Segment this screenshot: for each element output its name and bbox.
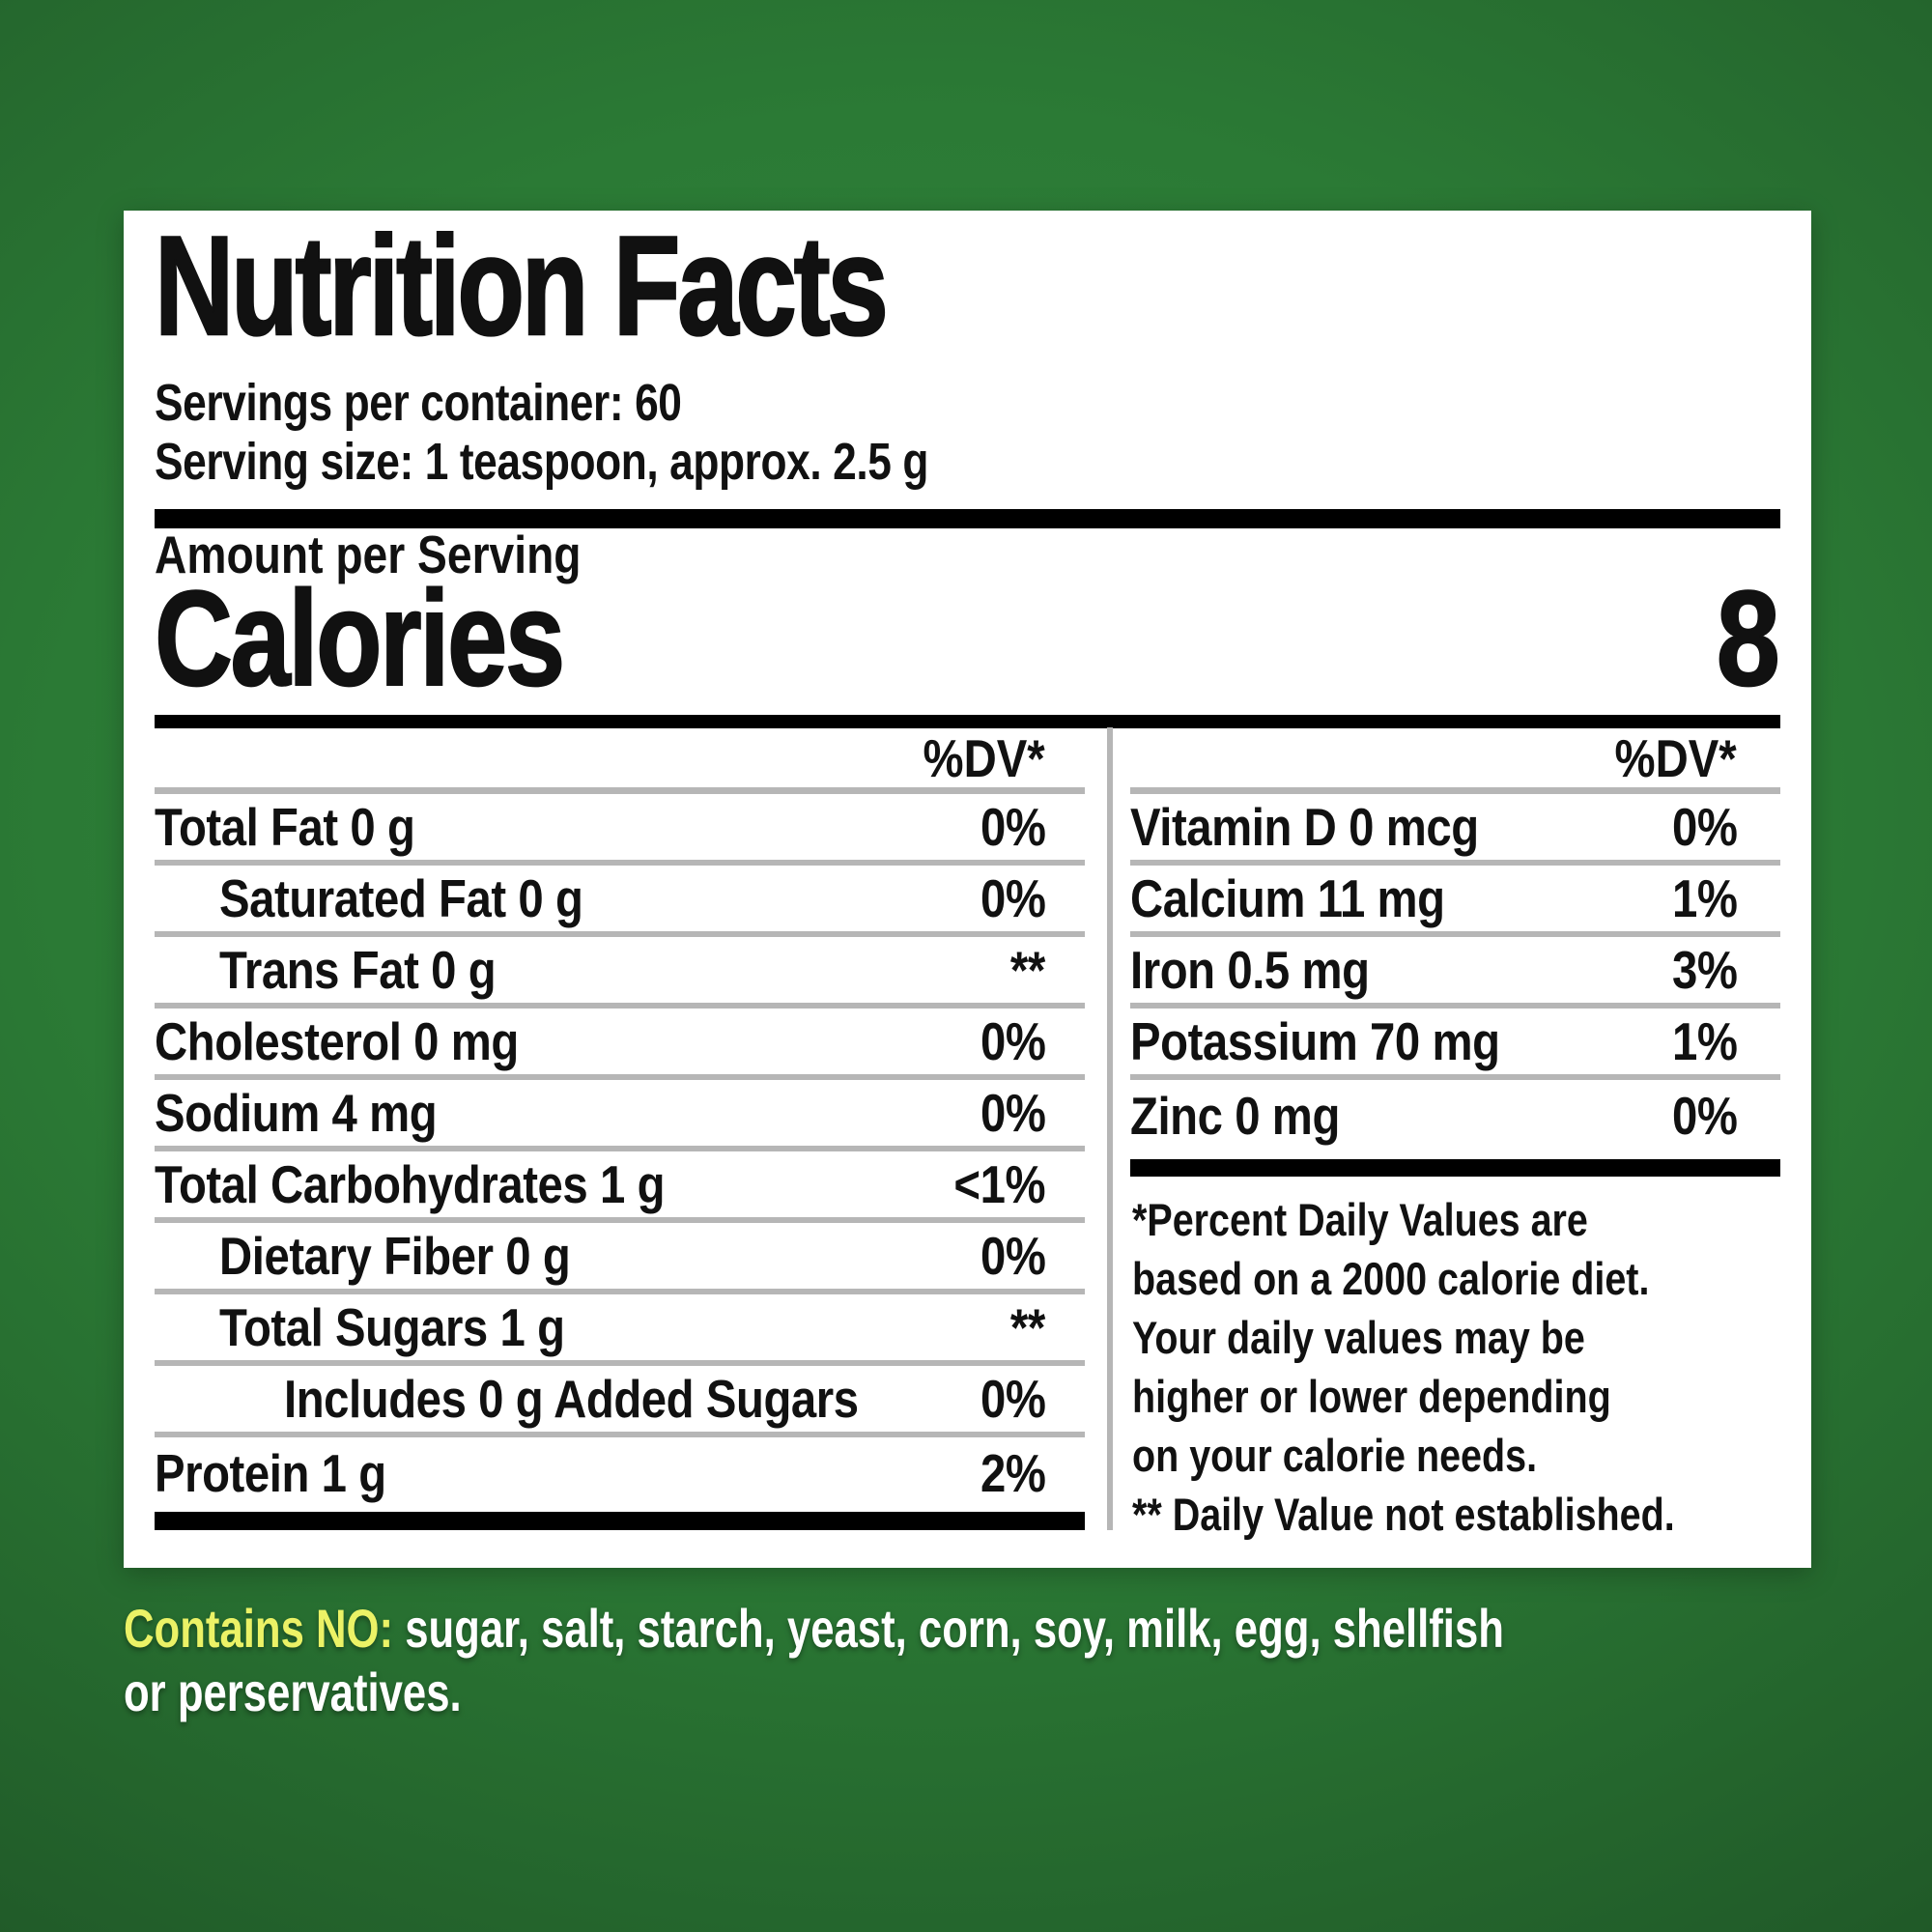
table-row-sodium: Sodium 4 mg 0%: [155, 1080, 1085, 1151]
servings-per-container: Servings per container: 60: [155, 374, 682, 432]
contains-no-statement: Contains NO: sugar, salt, starch, yeast,…: [124, 1597, 1893, 1724]
table-row-cholesterol: Cholesterol 0 mg 0%: [155, 1009, 1085, 1080]
contains-no-line1: Contains NO: sugar, salt, starch, yeast,…: [124, 1597, 1893, 1661]
daily-value-footnote: *Percent Daily Values are based on a 200…: [1132, 1190, 1799, 1544]
contains-no-list: sugar, salt, starch, yeast, corn, soy, m…: [393, 1598, 1504, 1659]
column-divider: [1107, 727, 1113, 1530]
calories-label: Calories: [154, 562, 566, 714]
table-row-protein: Protein 1 g 2%: [155, 1442, 1045, 1503]
table-row-saturated-fat: Saturated Fat 0 g 0%: [155, 866, 1085, 937]
amount-per-serving-label: Amount per Serving: [155, 525, 582, 584]
nutrition-facts-panel: Nutrition Facts Servings per container: …: [124, 211, 1811, 1568]
table-row-iron: Iron 0.5 mg 3%: [1130, 937, 1780, 1009]
left-dv-header: %DV*: [155, 732, 1085, 794]
calories-value: 8: [1716, 562, 1781, 714]
table-row-potassium: Potassium 70 mg 1%: [1130, 1009, 1780, 1080]
right-nutrient-column: %DV* Vitamin D 0 mcg 0% Calcium 11 mg 1%…: [1130, 732, 1780, 1151]
nutrition-facts-title-text: Nutrition Facts: [154, 207, 890, 364]
contains-no-highlight: Contains NO:: [124, 1598, 394, 1659]
thick-rule-under-calories: [155, 715, 1780, 728]
footnote-line: Your daily values may be: [1132, 1312, 1585, 1363]
serving-size: Serving size: 1 teaspoon, approx. 2.5 g: [155, 433, 928, 491]
footnote-line: based on a 2000 calorie diet.: [1132, 1253, 1650, 1304]
table-row-total-carbohydrates: Total Carbohydrates 1 g <1%: [155, 1151, 1085, 1223]
table-row-trans-fat: Trans Fat 0 g **: [155, 937, 1085, 1009]
contains-no-line2: or perservatives.: [124, 1662, 462, 1722]
footnote-line: *Percent Daily Values are: [1132, 1194, 1588, 1245]
table-row-vitamin-d: Vitamin D 0 mcg 0%: [1130, 794, 1780, 866]
table-row-total-fat: Total Fat 0 g 0%: [155, 794, 1085, 866]
table-row-zinc: Zinc 0 mg 0%: [1130, 1085, 1737, 1146]
table-row-calcium: Calcium 11 mg 1%: [1130, 866, 1780, 937]
footnote-line: higher or lower depending: [1132, 1371, 1611, 1422]
left-nutrient-column: %DV* Total Fat 0 g 0% Saturated Fat 0 g …: [155, 732, 1085, 1509]
table-row-dietary-fiber: Dietary Fiber 0 g 0%: [155, 1223, 1085, 1294]
nutrition-facts-title: Nutrition Facts: [154, 207, 1092, 364]
footnote-line: on your calorie needs.: [1132, 1430, 1538, 1481]
table-row-added-sugars: Includes 0 g Added Sugars 0%: [155, 1366, 1085, 1437]
thick-rule-top: [155, 509, 1780, 528]
thick-rule-right-bottom: [1130, 1159, 1780, 1177]
thick-rule-left-bottom: [155, 1512, 1085, 1530]
table-row-total-sugars: Total Sugars 1 g **: [155, 1294, 1085, 1366]
right-dv-header: %DV*: [1130, 732, 1780, 794]
footnote-line: ** Daily Value not established.: [1132, 1489, 1675, 1540]
